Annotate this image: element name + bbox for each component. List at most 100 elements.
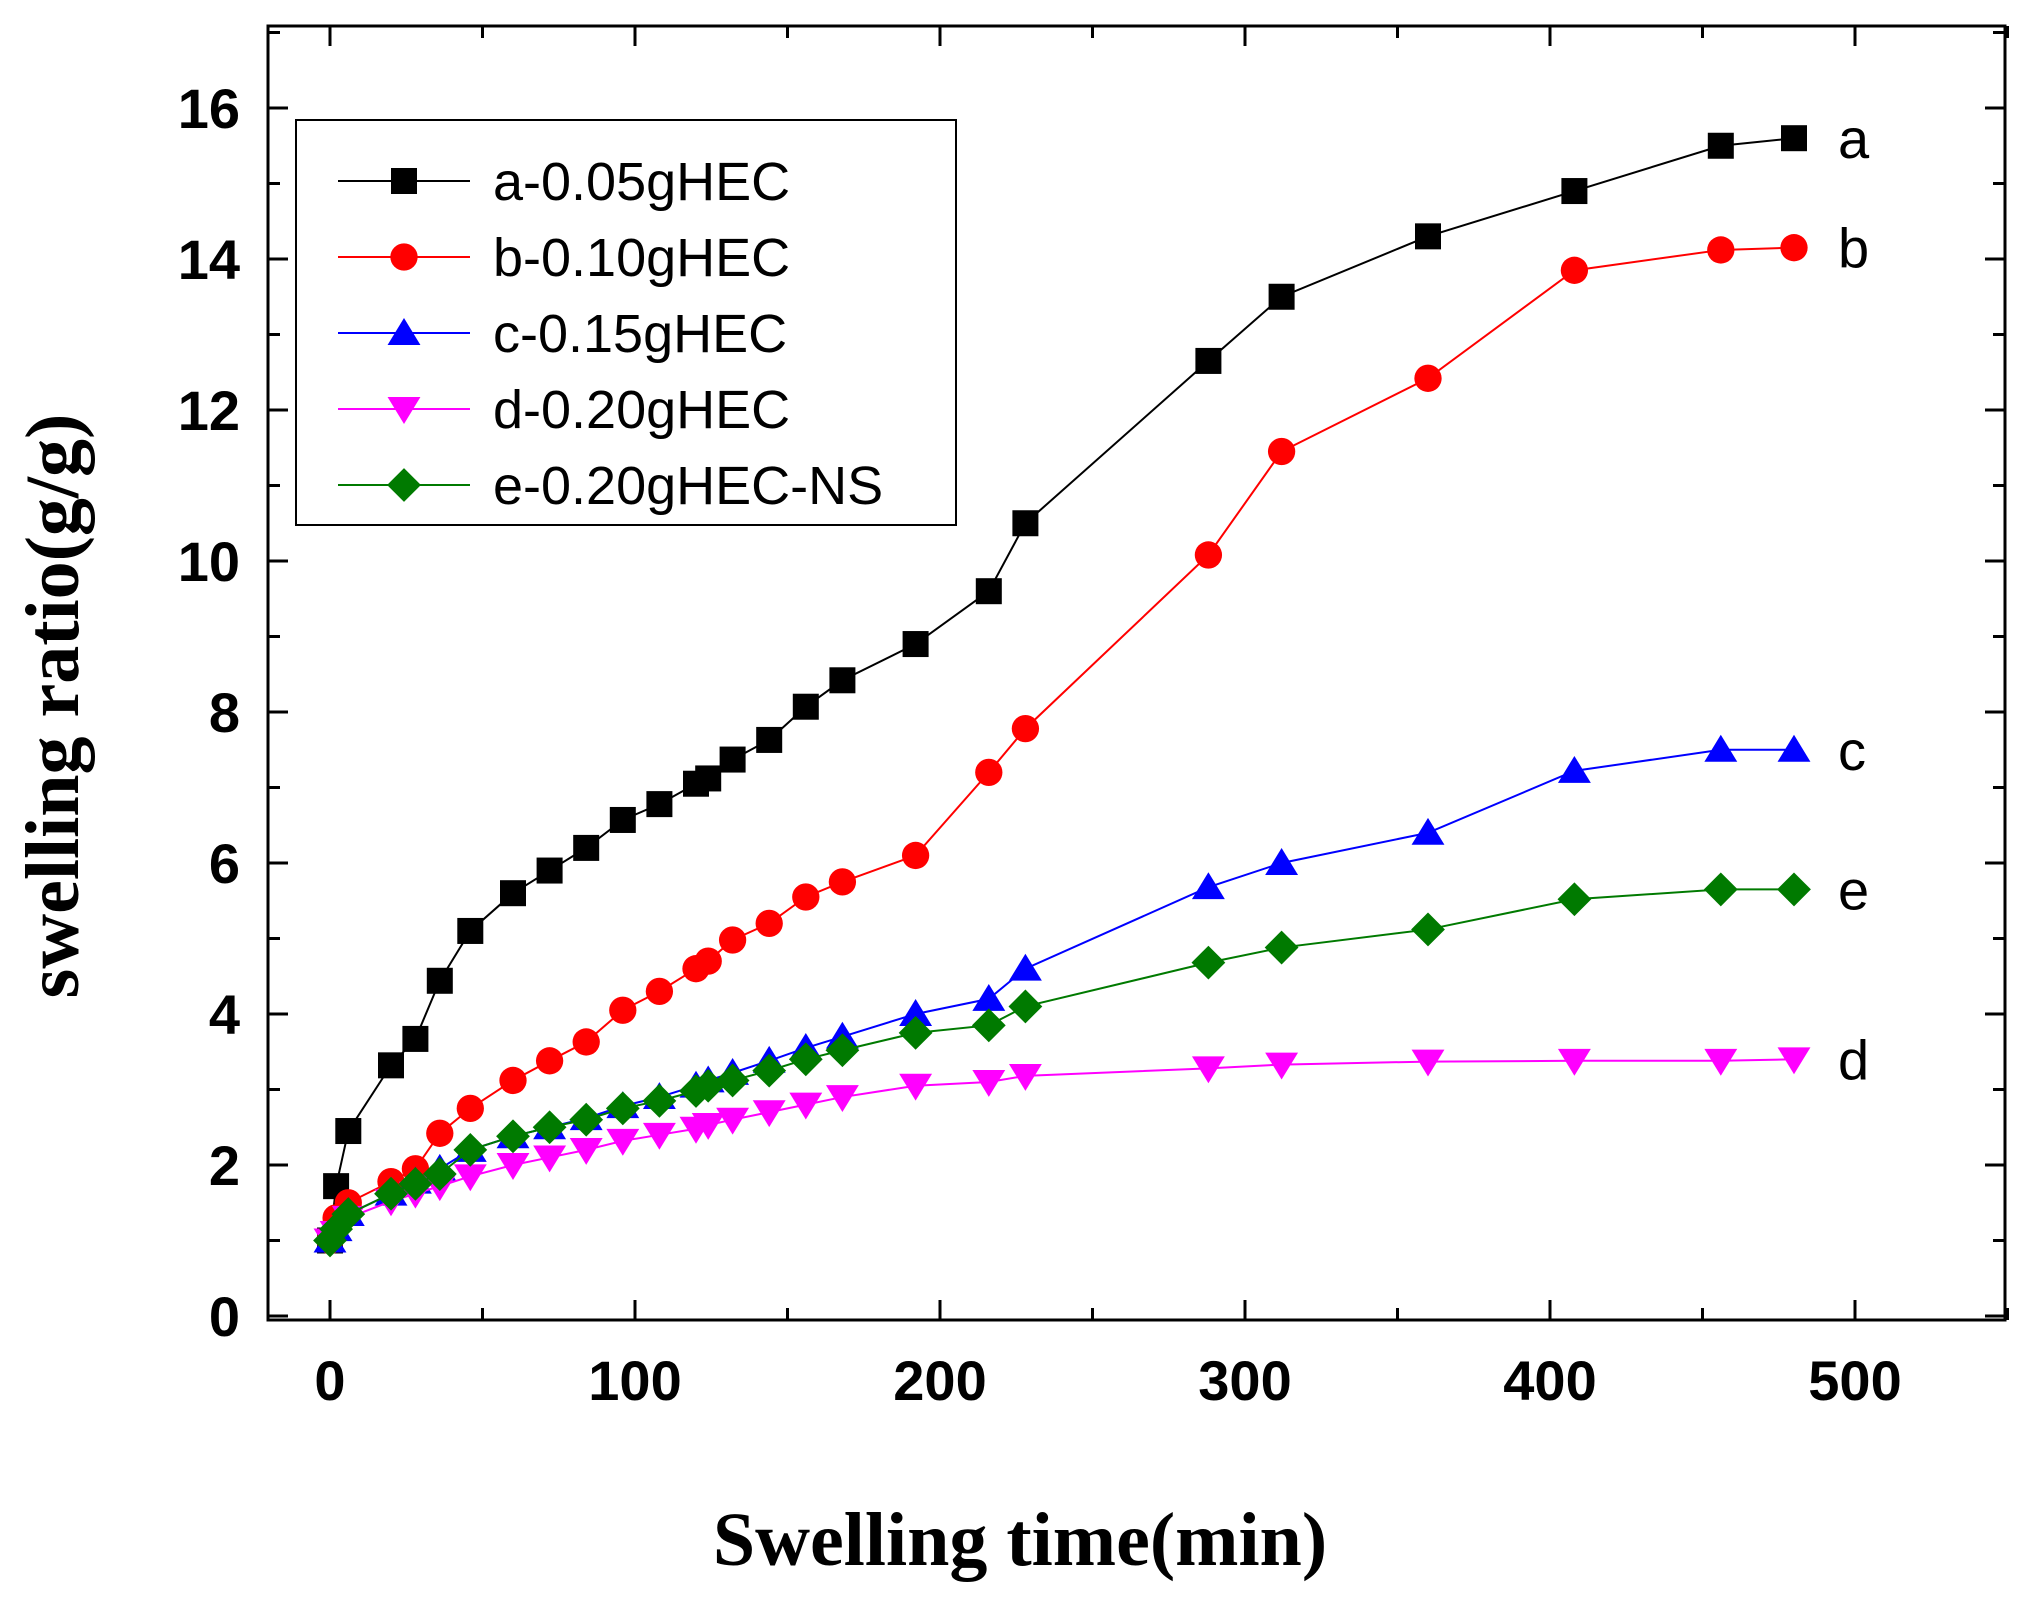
data-point-d (752, 1100, 786, 1128)
data-point-b (499, 1066, 527, 1095)
data-point-e (642, 1083, 677, 1118)
data-point-c (1411, 817, 1445, 845)
data-point-a (609, 806, 636, 833)
data-point-d (642, 1122, 676, 1150)
data-point-a (1561, 178, 1588, 205)
x-tick-label: 0 (314, 1349, 345, 1412)
series-e: e (313, 858, 1869, 1258)
x-tick-label: 400 (1503, 1349, 1596, 1412)
y-tick-label: 16 (178, 77, 240, 140)
data-point-e (825, 1033, 860, 1068)
data-point-e (398, 1166, 433, 1201)
data-point-d (899, 1073, 933, 1101)
data-point-e (453, 1133, 488, 1167)
data-point-b (572, 1028, 600, 1056)
end-label-c: c (1838, 719, 1866, 782)
data-point-c (1008, 953, 1042, 981)
data-point-b (1194, 541, 1223, 569)
end-label-b: b (1838, 217, 1869, 280)
legend-label: e-0.20gHEC-NS (493, 456, 883, 516)
legend-label: c-0.15gHEC (493, 304, 787, 364)
data-point-e (788, 1042, 823, 1077)
data-point-a (500, 880, 526, 907)
data-point-e (1264, 930, 1299, 965)
series-layer: ab c d e (313, 107, 1870, 1258)
data-point-b (901, 841, 930, 870)
legend-item: b-0.10gHEC (338, 228, 790, 288)
x-tick-label: 300 (1198, 1349, 1291, 1412)
data-point-a (829, 667, 856, 694)
data-point-e (691, 1068, 726, 1103)
data-point-c (1704, 734, 1738, 762)
y-tick-label: 8 (209, 681, 240, 744)
data-point-e (496, 1119, 530, 1154)
data-point-b (609, 996, 637, 1024)
x-tick-label: 500 (1808, 1349, 1901, 1412)
legend-item: a-0.05gHEC (338, 152, 790, 212)
data-point-e (898, 1015, 933, 1050)
data-point-b (1414, 364, 1442, 392)
data-point-a (378, 1052, 404, 1079)
data-point-e (331, 1197, 366, 1231)
data-point-d (1704, 1048, 1738, 1076)
data-point-a (1415, 223, 1441, 250)
data-point-a (1012, 510, 1039, 537)
data-point-e (1777, 872, 1811, 907)
legend-label: a-0.05gHEC (493, 152, 790, 212)
data-point-e (1703, 872, 1738, 907)
data-point-c (899, 999, 933, 1026)
legend-item: d-0.20gHEC (338, 380, 790, 440)
data-point-b (1780, 234, 1808, 262)
y-tick-label: 12 (178, 379, 240, 442)
data-point-e (1557, 882, 1592, 917)
x-axis-title: Swelling time(min) (713, 1498, 1327, 1582)
data-point-d (1265, 1052, 1299, 1080)
end-label-d: d (1838, 1028, 1869, 1091)
data-point-e (715, 1063, 750, 1098)
data-point-a (573, 834, 600, 861)
data-point-d (825, 1085, 859, 1112)
y-tick-label: 4 (209, 983, 240, 1046)
data-point-a (1707, 132, 1734, 159)
data-point-a (1268, 283, 1295, 310)
data-point-d (606, 1128, 640, 1156)
data-point-b (645, 977, 674, 1005)
data-point-a (695, 765, 722, 792)
legend-label: b-0.10gHEC (493, 228, 790, 288)
data-point-a (902, 631, 929, 658)
data-point-c (1191, 872, 1225, 900)
data-point-b (535, 1047, 564, 1075)
data-point-e (971, 1008, 1006, 1043)
data-point-a (536, 857, 563, 884)
data-point-d (569, 1137, 603, 1165)
data-point-b (694, 947, 722, 975)
data-point-b (792, 883, 820, 911)
data-point-d (1191, 1056, 1225, 1084)
data-point-a (335, 1118, 362, 1145)
data-point-c (1777, 734, 1811, 762)
y-tick-label: 2 (209, 1134, 240, 1197)
axes: 0 100 200 300 400 500 0 2 4 6 8 10 12 14 16 (178, 24, 2009, 1412)
data-point-c (972, 983, 1006, 1011)
legend-marker (387, 318, 421, 345)
data-point-d (1777, 1047, 1811, 1075)
data-point-a (756, 726, 783, 753)
legend: a-0.05gHEC b-0.10gHEC c-0.15gHEC d-0.20gHEC… (295, 119, 957, 526)
data-point-e (569, 1102, 604, 1137)
data-point-b (1560, 256, 1589, 284)
x-tick-label: 100 (588, 1349, 681, 1412)
end-label-a: a (1838, 107, 1870, 170)
data-point-c (1557, 755, 1591, 783)
data-point-e (1008, 989, 1043, 1024)
data-point-b (426, 1119, 454, 1147)
data-point-d (496, 1153, 530, 1180)
data-point-d (1411, 1049, 1445, 1077)
data-point-d (716, 1107, 750, 1135)
y-tick-label: 0 (209, 1285, 240, 1348)
data-point-a (426, 967, 453, 994)
data-point-b (975, 758, 1003, 787)
series-a: a (317, 107, 1870, 1254)
data-point-e (374, 1176, 408, 1211)
legend-label: d-0.20gHEC (493, 380, 790, 440)
